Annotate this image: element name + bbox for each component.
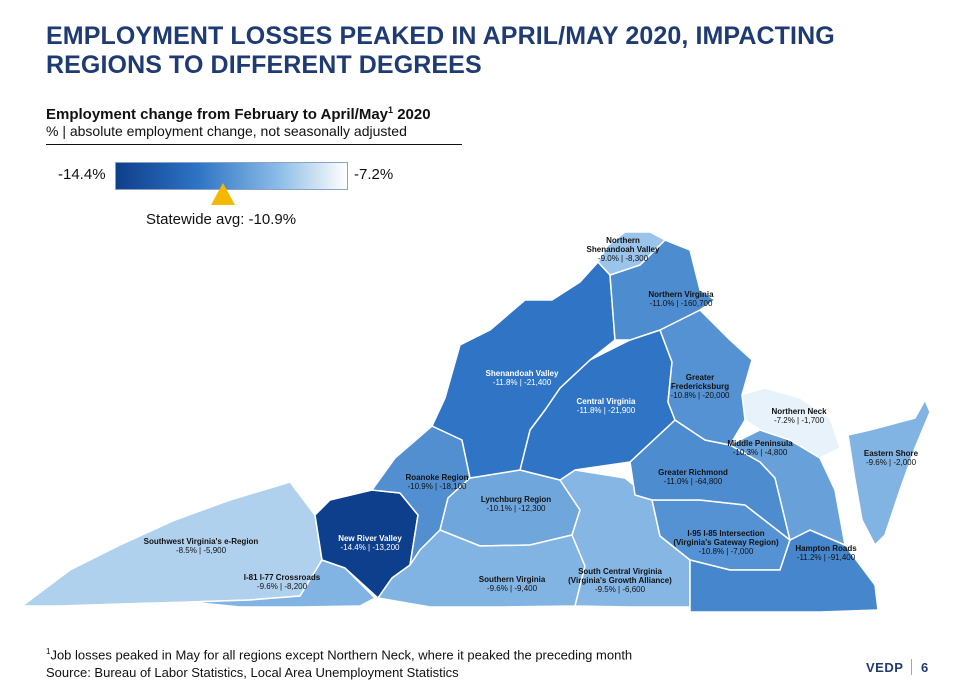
- region-name: Northern Neck: [771, 407, 827, 416]
- region-label-hampton-roads: Hampton Roads -11.2% | -91,400: [795, 544, 857, 562]
- region-label-central-virginia: Central Virginia -11.8% | -21,900: [577, 397, 637, 415]
- region-value: -10.8% | -20,000: [670, 391, 730, 400]
- region-name: (Virginia's Growth Alliance): [568, 576, 672, 585]
- region-label-i95-i85-intersection: I-95 I-85 Intersection (Virginia's Gatewa…: [673, 529, 779, 556]
- region-value: -11.0% | -64,800: [664, 477, 723, 486]
- region-name: Southwest Virginia's e-Region: [144, 537, 259, 546]
- region-label-new-river-valley: New River Valley -14.4% | -13,200: [338, 534, 402, 552]
- region-eastern-shore: [847, 399, 931, 546]
- region-value: -9.5% | -6,600: [595, 585, 646, 594]
- region-value: -11.8% | -21,900: [577, 406, 636, 415]
- region-label-eastern-shore: Eastern Shore -9.6% | -2,000: [864, 449, 919, 467]
- chart-subtitle-text: Employment change from February to April…: [46, 106, 389, 123]
- logo-divider: [911, 659, 912, 675]
- region-hampton-roads: [689, 529, 879, 613]
- region-i81-i77-crossroads: [189, 559, 376, 608]
- statewide-avg-label: Statewide avg: -10.9%: [146, 211, 297, 228]
- region-label-southwest-virginia: Southwest Virginia's e-Region -8.5% | -5,…: [144, 537, 259, 555]
- chart-subtitle-block: Employment change from February to April…: [46, 102, 462, 145]
- region-name: Central Virginia: [577, 397, 637, 406]
- chart-subtitle-footnote-mark: 1: [388, 105, 394, 115]
- region-name: Middle Peninsula: [727, 439, 793, 448]
- slide-title: EMPLOYMENT LOSSES PEAKED IN APRIL/MAY 20…: [46, 22, 835, 79]
- footnote: 1Job losses peaked in May for all region…: [46, 643, 632, 682]
- footnote-line-1: 1Job losses peaked in May for all region…: [46, 643, 632, 664]
- region-name: Greater Richmond: [658, 468, 728, 477]
- region-northern-shenandoah-valley: [597, 231, 666, 276]
- vedp-logo: VEDP: [866, 660, 904, 675]
- footnote-text: Job losses peaked in May for all regions…: [50, 647, 633, 663]
- source-line: Source: Bureau of Labor Statistics, Loca…: [46, 665, 459, 681]
- region-name: Eastern Shore: [864, 449, 919, 458]
- region-northern-neck: [739, 387, 841, 459]
- region-value: -14.4% | -13,200: [340, 543, 400, 552]
- legend-max-label: -7.2%: [354, 166, 394, 183]
- legend-color-scale: [115, 162, 348, 190]
- region-name: I-95 I-85 Intersection: [687, 529, 764, 538]
- chart-subtitle-year: 2020: [393, 106, 431, 123]
- region-value: -9.6% | -2,000: [866, 458, 917, 467]
- region-value: -11.0% | -160,700: [650, 299, 713, 308]
- region-name: Hampton Roads: [795, 544, 857, 553]
- region-value: -11.8% | -21,400: [493, 378, 552, 387]
- region-value: -10.8% | -7,000: [699, 547, 754, 556]
- region-value: -11.2% | -91,400: [797, 553, 856, 562]
- region-value: -10.3% | -4,800: [733, 448, 788, 457]
- region-label-greater-fredericksburg: Greater Fredericksburg -10.8% | -20,000: [670, 373, 730, 400]
- region-label-i81-i77-crossroads: I-81 I-77 Crossroads -9.6% | -8,200: [244, 573, 321, 591]
- region-label-roanoke-region: Roanoke Region -10.9% | -18,100: [405, 473, 468, 491]
- region-label-shenandoah-valley: Shenandoah Valley -11.8% | -21,400: [486, 369, 559, 387]
- footnote-mark: 1: [46, 647, 51, 656]
- region-label-lynchburg-region: Lynchburg Region -10.1% | -12,300: [481, 495, 551, 513]
- region-name: Greater: [686, 373, 714, 382]
- region-name: Shenandoah Valley: [486, 369, 559, 378]
- page-number: 6: [921, 660, 929, 675]
- region-southern-virginia: [377, 529, 586, 608]
- region-label-northern-virginia: Northern Virginia -11.0% | -160,700: [648, 290, 714, 308]
- region-value: -10.1% | -12,300: [486, 504, 546, 513]
- region-value: -7.2% | -1,700: [774, 416, 825, 425]
- region-label-middle-peninsula: Middle Peninsula -10.3% | -4,800: [727, 439, 793, 457]
- region-name: Fredericksburg: [671, 382, 729, 391]
- region-label-northern-neck: Northern Neck -7.2% | -1,700: [771, 407, 827, 425]
- region-name: Northern Virginia: [648, 290, 714, 299]
- region-name: Lynchburg Region: [481, 495, 551, 504]
- chart-unit-note: % | absolute employment change, not seas…: [46, 123, 407, 139]
- region-value: -9.6% | -9,400: [487, 584, 538, 593]
- region-label-southern-virginia: Southern Virginia -9.6% | -9,400: [479, 575, 546, 593]
- region-greater-fredericksburg: [659, 309, 753, 446]
- region-name: Shenandoah Valley: [587, 245, 660, 254]
- region-name: New River Valley: [338, 534, 402, 543]
- region-name: South Central Virginia: [578, 567, 662, 576]
- legend-min-label: -14.4%: [58, 166, 106, 183]
- region-name: (Virginia's Gateway Region): [673, 538, 779, 547]
- region-name: Southern Virginia: [479, 575, 546, 584]
- region-value: -9.0% | -8,300: [598, 254, 649, 263]
- region-name: I-81 I-77 Crossroads: [244, 573, 321, 582]
- region-value: -9.6% | -8,200: [257, 582, 308, 591]
- region-value: -10.9% | -18,100: [407, 482, 467, 491]
- chart-subtitle: Employment change from February to April…: [46, 102, 462, 123]
- region-value: -8.5% | -5,900: [176, 546, 227, 555]
- region-label-northern-shenandoah-valley: Northern Shenandoah Valley -9.0% | -8,300: [587, 236, 660, 263]
- region-name: Northern: [606, 236, 640, 245]
- region-label-south-central-virginia: South Central Virginia (Virginia's Growth…: [568, 567, 672, 594]
- region-label-greater-richmond: Greater Richmond -11.0% | -64,800: [658, 468, 728, 486]
- region-name: Roanoke Region: [405, 473, 468, 482]
- statewide-avg-marker-icon: [211, 183, 235, 205]
